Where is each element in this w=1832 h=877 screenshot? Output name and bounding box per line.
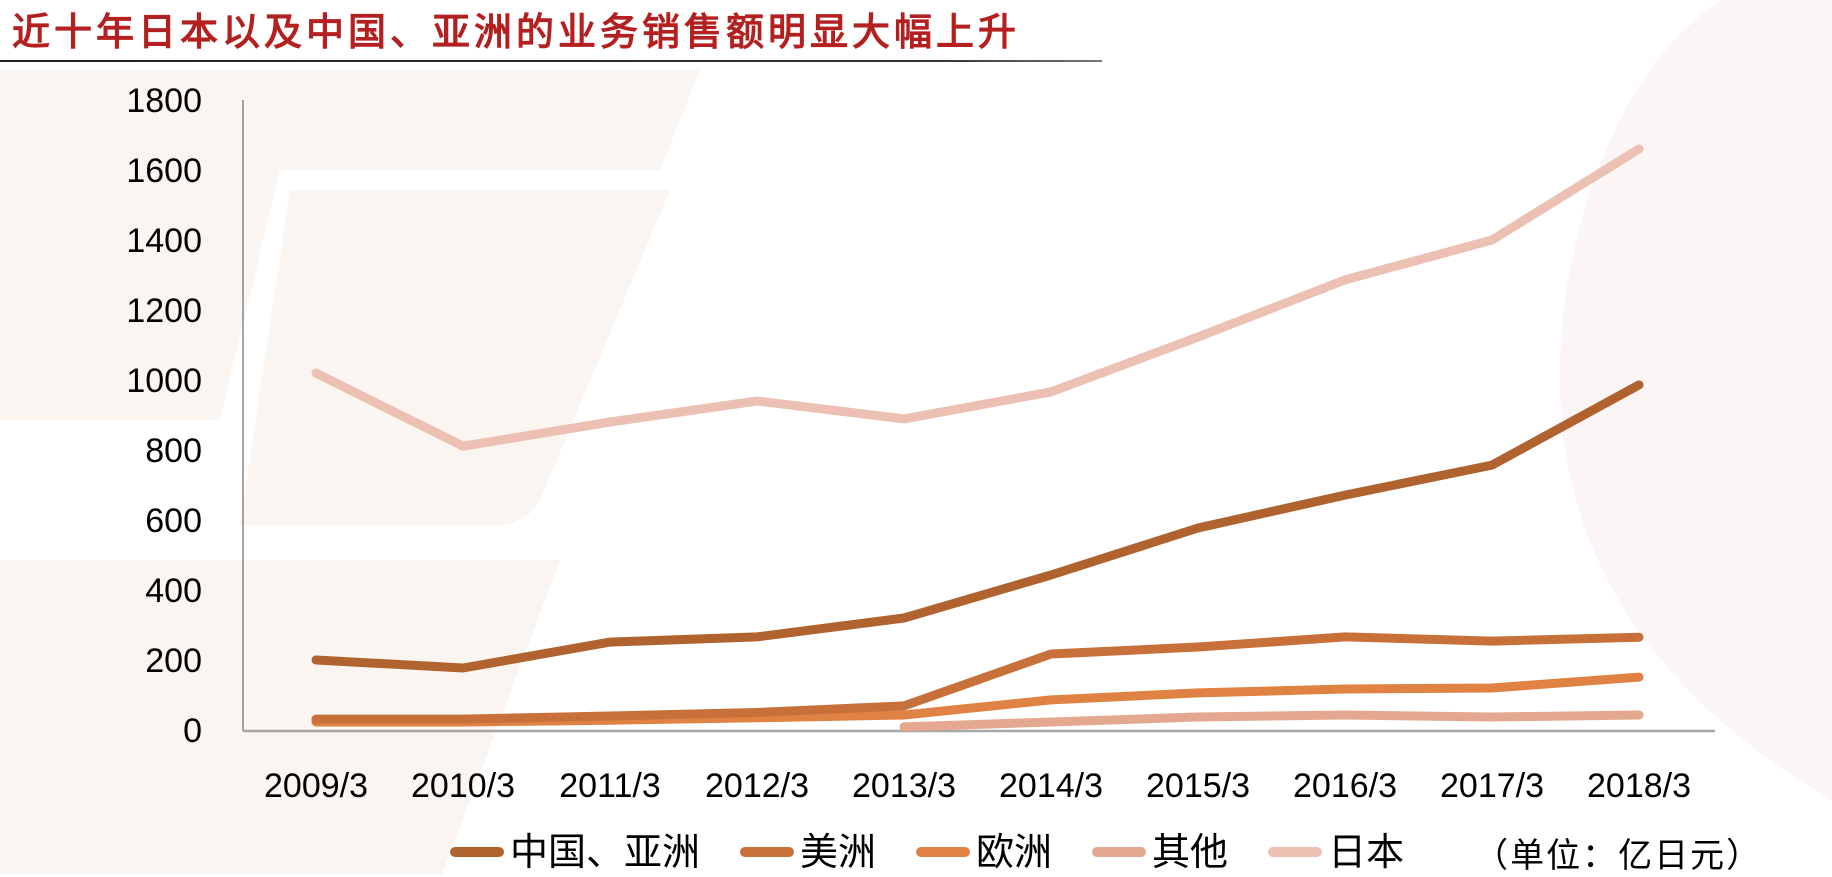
x-tick-labels: 2009/3 2010/3 2011/3 2012/3 2013/3 2014/3 2015… (264, 767, 1691, 805)
x-tick-label: 2013/3 (852, 767, 956, 805)
legend-label: 欧洲 (976, 830, 1053, 874)
series-line-china-asia (311, 380, 1644, 673)
y-tick-label: 0 (183, 712, 202, 750)
y-tick-label: 1200 (126, 292, 202, 330)
x-tick-label: 2014/3 (999, 767, 1103, 805)
x-tick-label: 2016/3 (1293, 767, 1397, 805)
y-axis: 0 200 400 600 800 1000 1200 1400 1600 1800 (126, 82, 244, 750)
x-tick-label: 2018/3 (1587, 767, 1691, 805)
y-tick-label: 1800 (126, 82, 202, 120)
series-line-japan (311, 144, 1644, 451)
x-tick-label: 2012/3 (705, 767, 809, 805)
legend-swatch-china-asia (450, 847, 504, 857)
legend-item-china-asia: 中国、亚洲 (450, 830, 700, 874)
y-tick-label: 200 (145, 642, 202, 680)
y-tick-label: 1400 (126, 222, 202, 260)
legend-label: 美洲 (800, 830, 877, 874)
unit-note: （单位：亿日元） (1474, 835, 1763, 876)
legend-swatch-europe (916, 847, 971, 857)
legend-item-other: 其他 (1092, 830, 1228, 874)
x-tick-label: 2017/3 (1440, 767, 1544, 805)
legend-label: 中国、亚洲 (510, 830, 701, 874)
x-tick-label: 2015/3 (1146, 767, 1250, 805)
y-tick-label: 1600 (126, 152, 202, 190)
legend-item-americas: 美洲 (740, 830, 876, 874)
page-title: 近十年日本以及中国、亚洲的业务销售额明显大幅上升 (12, 9, 1021, 54)
x-tick-label: 2011/3 (559, 767, 660, 805)
y-tick-label: 800 (145, 432, 202, 470)
y-tick-labels: 0 200 400 600 800 1000 1200 1400 1600 1800 (126, 82, 202, 750)
title-underline (0, 60, 1102, 62)
legend-item-europe: 欧洲 (916, 830, 1052, 874)
y-tick-label: 1000 (126, 362, 202, 400)
x-axis: 2009/3 2010/3 2011/3 2012/3 2013/3 2014/3 2015… (243, 729, 1715, 805)
series-lines (311, 144, 1644, 732)
legend-swatch-other (1092, 847, 1147, 857)
x-tick-label: 2010/3 (411, 767, 515, 805)
chart-legend: 中国、亚洲 美洲 欧洲 其他 日本 （单位：亿日元） (450, 830, 1763, 876)
x-tick-label: 2009/3 (264, 767, 368, 805)
legend-swatch-americas (740, 847, 795, 857)
series-line-other (899, 710, 1644, 732)
legend-swatch-japan (1268, 847, 1323, 857)
series-line-americas (311, 632, 1644, 724)
legend-item-japan: 日本 (1268, 830, 1404, 874)
y-tick-label: 400 (145, 572, 202, 610)
legend-label: 其他 (1152, 830, 1229, 874)
legend-label: 日本 (1328, 830, 1405, 874)
y-tick-label: 600 (145, 502, 202, 540)
